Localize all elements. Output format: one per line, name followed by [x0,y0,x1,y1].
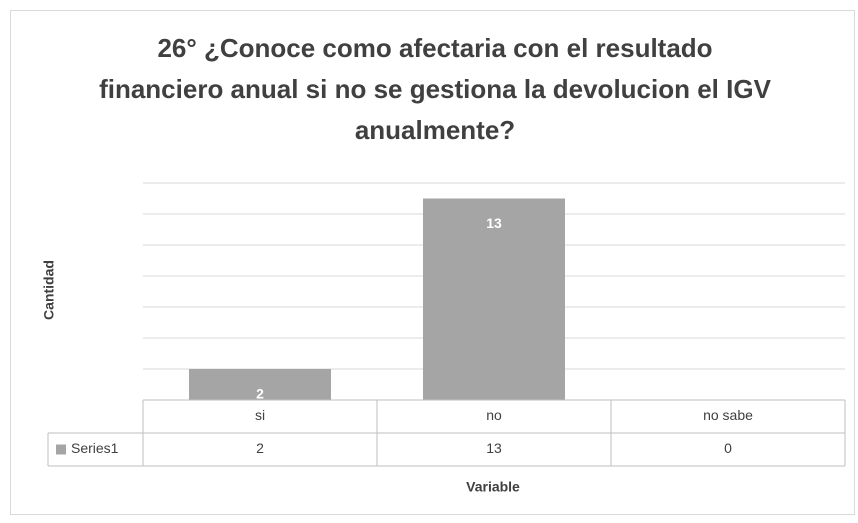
x-axis-label: Variable [466,479,520,495]
legend-key [56,444,66,455]
table-value: 0 [724,440,732,456]
x-tick-label: no [486,407,502,423]
legend-label: Series1 [71,440,119,456]
table-value: 13 [486,440,502,456]
x-tick-label: si [255,407,265,423]
y-axis-label: Cantidad [41,260,57,320]
table-value: 2 [256,440,264,456]
chart-title: 26° ¿Conoce como afectaria con el result… [99,33,771,145]
bar [189,369,331,400]
bar [423,198,565,400]
x-tick-label: no sabe [703,407,753,423]
data-label: 2 [256,386,264,402]
data-label: 13 [486,215,502,231]
